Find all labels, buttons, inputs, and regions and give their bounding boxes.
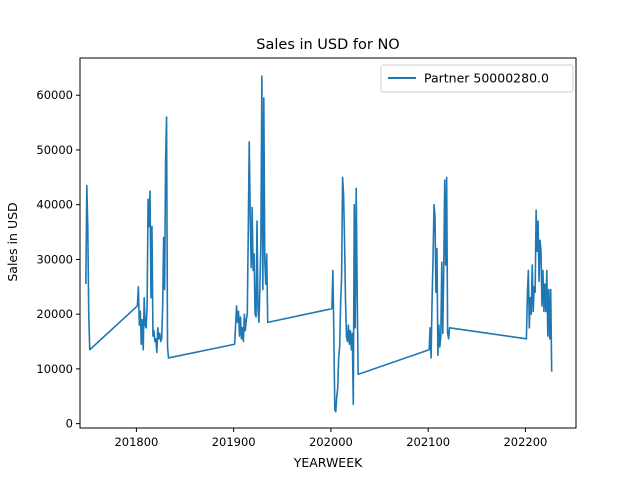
y-tick-label: 30000 (36, 252, 73, 266)
y-tick-label: 60000 (36, 88, 73, 102)
y-tick-label: 20000 (36, 307, 73, 321)
series-line (85, 75, 553, 413)
x-axis-label: YEARWEEK (293, 455, 363, 470)
axes-frame (79, 57, 577, 429)
x-tick-label: 201800 (114, 435, 158, 449)
y-axis: 0 10000 20000 30000 40000 50000 60000 (36, 88, 80, 431)
legend-box (380, 64, 574, 93)
x-tick-label: 202100 (406, 435, 450, 449)
y-axis-label: Sales in USD (5, 202, 20, 281)
legend-label: Partner 50000280.0 (424, 71, 549, 86)
x-tick-label: 202000 (309, 435, 353, 449)
chart-title: Sales in USD for NO (256, 37, 399, 53)
x-tick-label: 201900 (212, 435, 256, 449)
plot-area (79, 57, 577, 429)
y-tick-label: 50000 (36, 143, 73, 157)
x-tick-label: 202200 (503, 435, 547, 449)
x-axis: 201800 201900 202000 202100 202200 (114, 428, 547, 449)
y-tick-label: 40000 (36, 198, 73, 212)
series-layer (85, 75, 553, 413)
y-tick-label: 0 (66, 417, 73, 431)
legend: Partner 50000280.0 (380, 64, 574, 93)
y-tick-label: 10000 (36, 362, 73, 376)
